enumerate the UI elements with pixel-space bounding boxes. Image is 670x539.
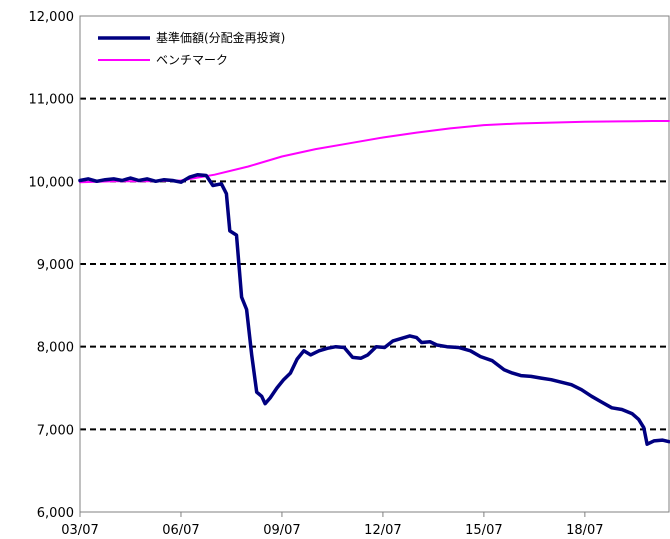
y-tick-label: 10,000 (29, 175, 75, 190)
grid-lines (80, 97, 669, 431)
legend: 基準価額(分配金再投資) ベンチマーク (98, 30, 285, 67)
y-tick-label: 7,000 (37, 423, 74, 438)
series-lines (78, 120, 670, 446)
x-tick-label: 12/07 (364, 523, 401, 538)
x-tick-label: 06/07 (162, 523, 199, 538)
series-line-0 (78, 172, 670, 446)
y-tick-label: 11,000 (29, 93, 75, 108)
x-tick-label: 18/07 (566, 523, 603, 538)
plot-area-frame (79, 15, 670, 513)
x-tick-label: 03/07 (61, 523, 98, 538)
series-line-1 (79, 120, 670, 184)
x-tick-label: 09/07 (263, 523, 300, 538)
x-tick-label: 15/07 (465, 523, 502, 538)
x-axis: 03/07 06/07 09/07 12/07 15/07 18/07 (61, 512, 604, 538)
legend-label: 基準価額(分配金再投資) (156, 30, 285, 45)
y-tick-label: 12,000 (29, 10, 75, 25)
legend-label: ベンチマーク (156, 53, 228, 67)
y-tick-label: 6,000 (37, 506, 74, 521)
y-tick-label: 9,000 (37, 258, 74, 273)
y-axis: 6,000 7,000 8,000 9,000 10,000 11,000 12,000 (29, 10, 75, 521)
y-tick-label: 8,000 (37, 341, 74, 356)
